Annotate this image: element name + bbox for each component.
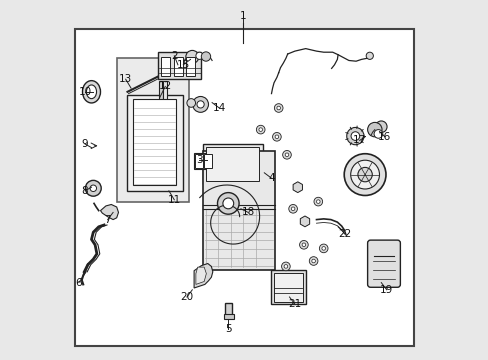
Bar: [223, 314, 233, 319]
Circle shape: [344, 154, 385, 195]
Circle shape: [350, 132, 359, 140]
Circle shape: [197, 101, 204, 108]
Polygon shape: [101, 204, 118, 220]
Text: 6: 6: [76, 278, 82, 288]
Circle shape: [281, 262, 289, 271]
Text: 12: 12: [158, 81, 172, 91]
Bar: [203, 151, 275, 270]
Ellipse shape: [86, 85, 96, 99]
Circle shape: [302, 243, 305, 247]
Circle shape: [293, 183, 302, 192]
Circle shape: [350, 160, 379, 189]
Bar: [159, 81, 163, 144]
Circle shape: [223, 198, 233, 209]
Text: 17: 17: [352, 135, 366, 145]
Circle shape: [288, 204, 297, 213]
Circle shape: [217, 193, 239, 214]
Bar: [161, 57, 170, 76]
Circle shape: [282, 150, 291, 159]
Text: 13: 13: [119, 74, 132, 84]
Text: 8: 8: [81, 186, 88, 196]
Text: 16: 16: [378, 132, 391, 142]
Bar: [205, 147, 259, 181]
Ellipse shape: [82, 81, 101, 103]
Circle shape: [291, 207, 294, 211]
Text: 10: 10: [78, 87, 91, 97]
Text: 3: 3: [196, 155, 203, 165]
Text: 1: 1: [239, 11, 245, 21]
Text: 14: 14: [212, 103, 225, 113]
Bar: [273, 273, 302, 302]
Bar: [75, 29, 413, 346]
Bar: [204, 154, 212, 168]
Circle shape: [375, 121, 386, 132]
Circle shape: [256, 125, 264, 134]
Circle shape: [274, 104, 283, 112]
Circle shape: [299, 240, 307, 249]
Polygon shape: [196, 267, 206, 284]
Circle shape: [185, 50, 199, 63]
Circle shape: [319, 244, 327, 253]
Circle shape: [192, 96, 208, 112]
Bar: [194, 153, 213, 169]
Circle shape: [201, 52, 210, 61]
Text: 7: 7: [104, 215, 111, 225]
Text: 19: 19: [379, 285, 392, 295]
Circle shape: [275, 135, 278, 139]
Text: 2: 2: [171, 51, 177, 61]
Bar: [158, 52, 201, 79]
Bar: [203, 144, 262, 184]
Bar: [133, 99, 176, 185]
Circle shape: [313, 197, 322, 206]
Text: 15: 15: [176, 60, 189, 70]
Circle shape: [346, 127, 363, 145]
Circle shape: [272, 132, 281, 141]
Bar: [163, 81, 167, 144]
Bar: [225, 303, 231, 317]
Text: 18: 18: [241, 207, 254, 217]
Circle shape: [366, 52, 373, 59]
Circle shape: [311, 259, 315, 263]
Circle shape: [316, 200, 320, 203]
Circle shape: [258, 128, 262, 131]
Circle shape: [303, 220, 306, 223]
Circle shape: [321, 247, 325, 250]
Circle shape: [373, 130, 382, 138]
Circle shape: [285, 153, 288, 157]
Bar: [271, 270, 305, 304]
Circle shape: [300, 217, 309, 226]
Circle shape: [276, 106, 280, 110]
Polygon shape: [194, 264, 212, 288]
Circle shape: [367, 122, 381, 137]
Circle shape: [85, 180, 101, 196]
Text: 11: 11: [167, 195, 181, 205]
Text: 22: 22: [338, 229, 351, 239]
Text: 20: 20: [180, 292, 193, 302]
Circle shape: [196, 52, 203, 59]
Text: 9: 9: [81, 139, 88, 149]
Circle shape: [284, 265, 287, 268]
FancyBboxPatch shape: [367, 240, 400, 287]
Bar: [173, 57, 182, 76]
Bar: [186, 57, 195, 76]
Circle shape: [309, 257, 317, 265]
Circle shape: [90, 185, 96, 192]
Circle shape: [357, 167, 371, 182]
Circle shape: [295, 185, 299, 189]
Text: 4: 4: [267, 173, 274, 183]
Bar: [117, 58, 188, 202]
Bar: [127, 95, 183, 191]
Text: 21: 21: [288, 299, 301, 309]
Circle shape: [186, 99, 195, 107]
Text: 5: 5: [224, 324, 231, 334]
Bar: [195, 154, 203, 168]
